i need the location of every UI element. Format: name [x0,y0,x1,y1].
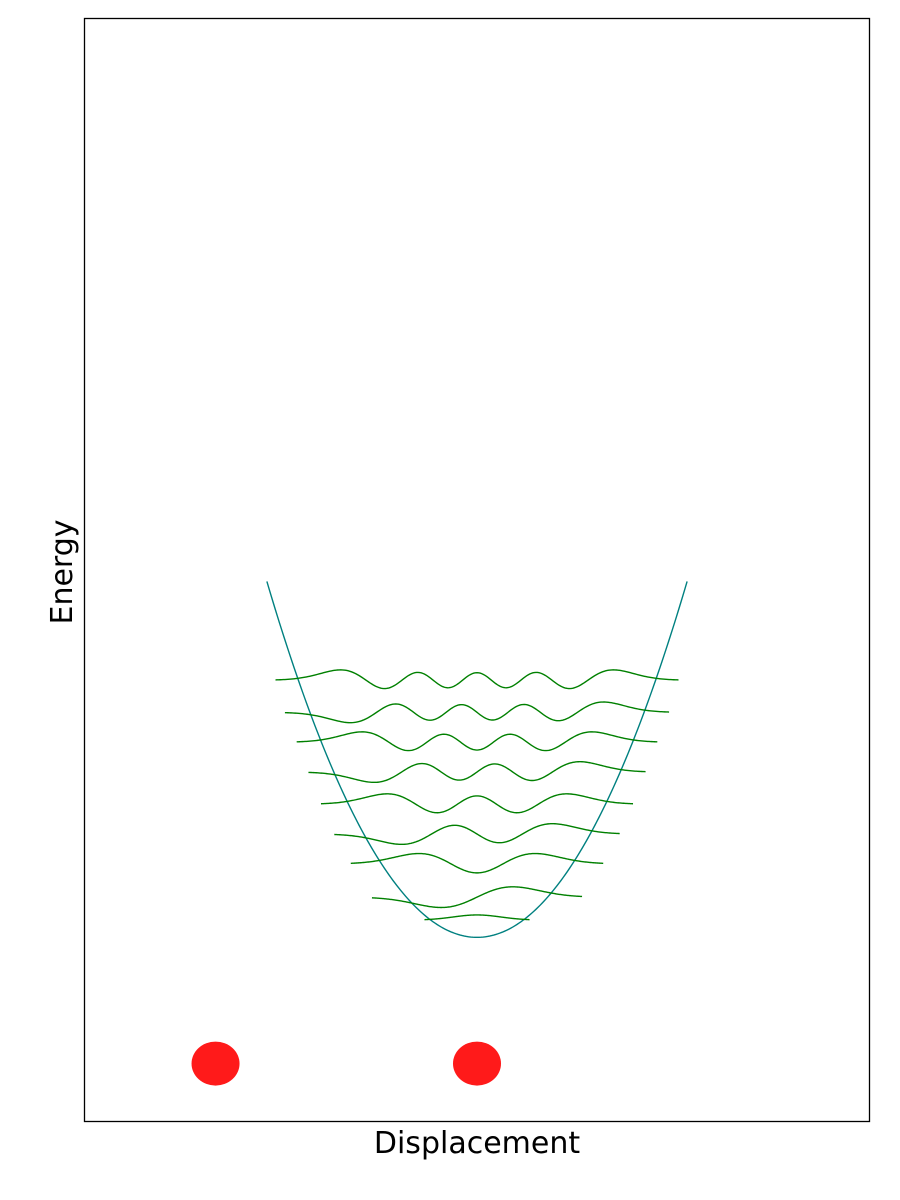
wavefunction-level-8 [275,669,679,690]
wavefunction-level-6 [296,731,658,752]
potential-curve [266,581,688,939]
wavefunction-level-1 [371,886,583,909]
wavefunction-level-4 [320,793,634,814]
wavefunction-level-0 [424,914,530,921]
y-axis-label: Energy [45,519,80,624]
wavefunction-level-5 [308,760,646,784]
wavefunction-level-2 [350,852,604,874]
plot-area [191,581,688,1086]
x-axis-label: Displacement [374,1126,580,1161]
atom-marker-1 [191,1041,240,1086]
wavefunction-level-7 [284,701,670,724]
atom-marker-2 [453,1041,501,1086]
wavefunction-level-3 [334,822,620,846]
axes-frame [83,17,871,1123]
